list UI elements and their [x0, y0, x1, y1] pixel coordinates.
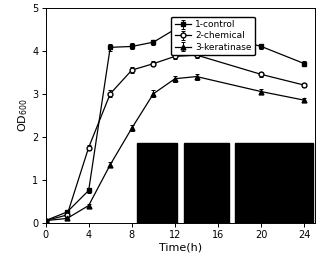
Legend: 1-control, 2-chemical, 3-keratinase: 1-control, 2-chemical, 3-keratinase [171, 17, 255, 55]
X-axis label: Time(h): Time(h) [159, 242, 202, 253]
Bar [137, 143, 177, 223]
Bar [235, 143, 313, 223]
Y-axis label: OD$_{600}$: OD$_{600}$ [16, 98, 30, 132]
Bar [184, 143, 229, 223]
